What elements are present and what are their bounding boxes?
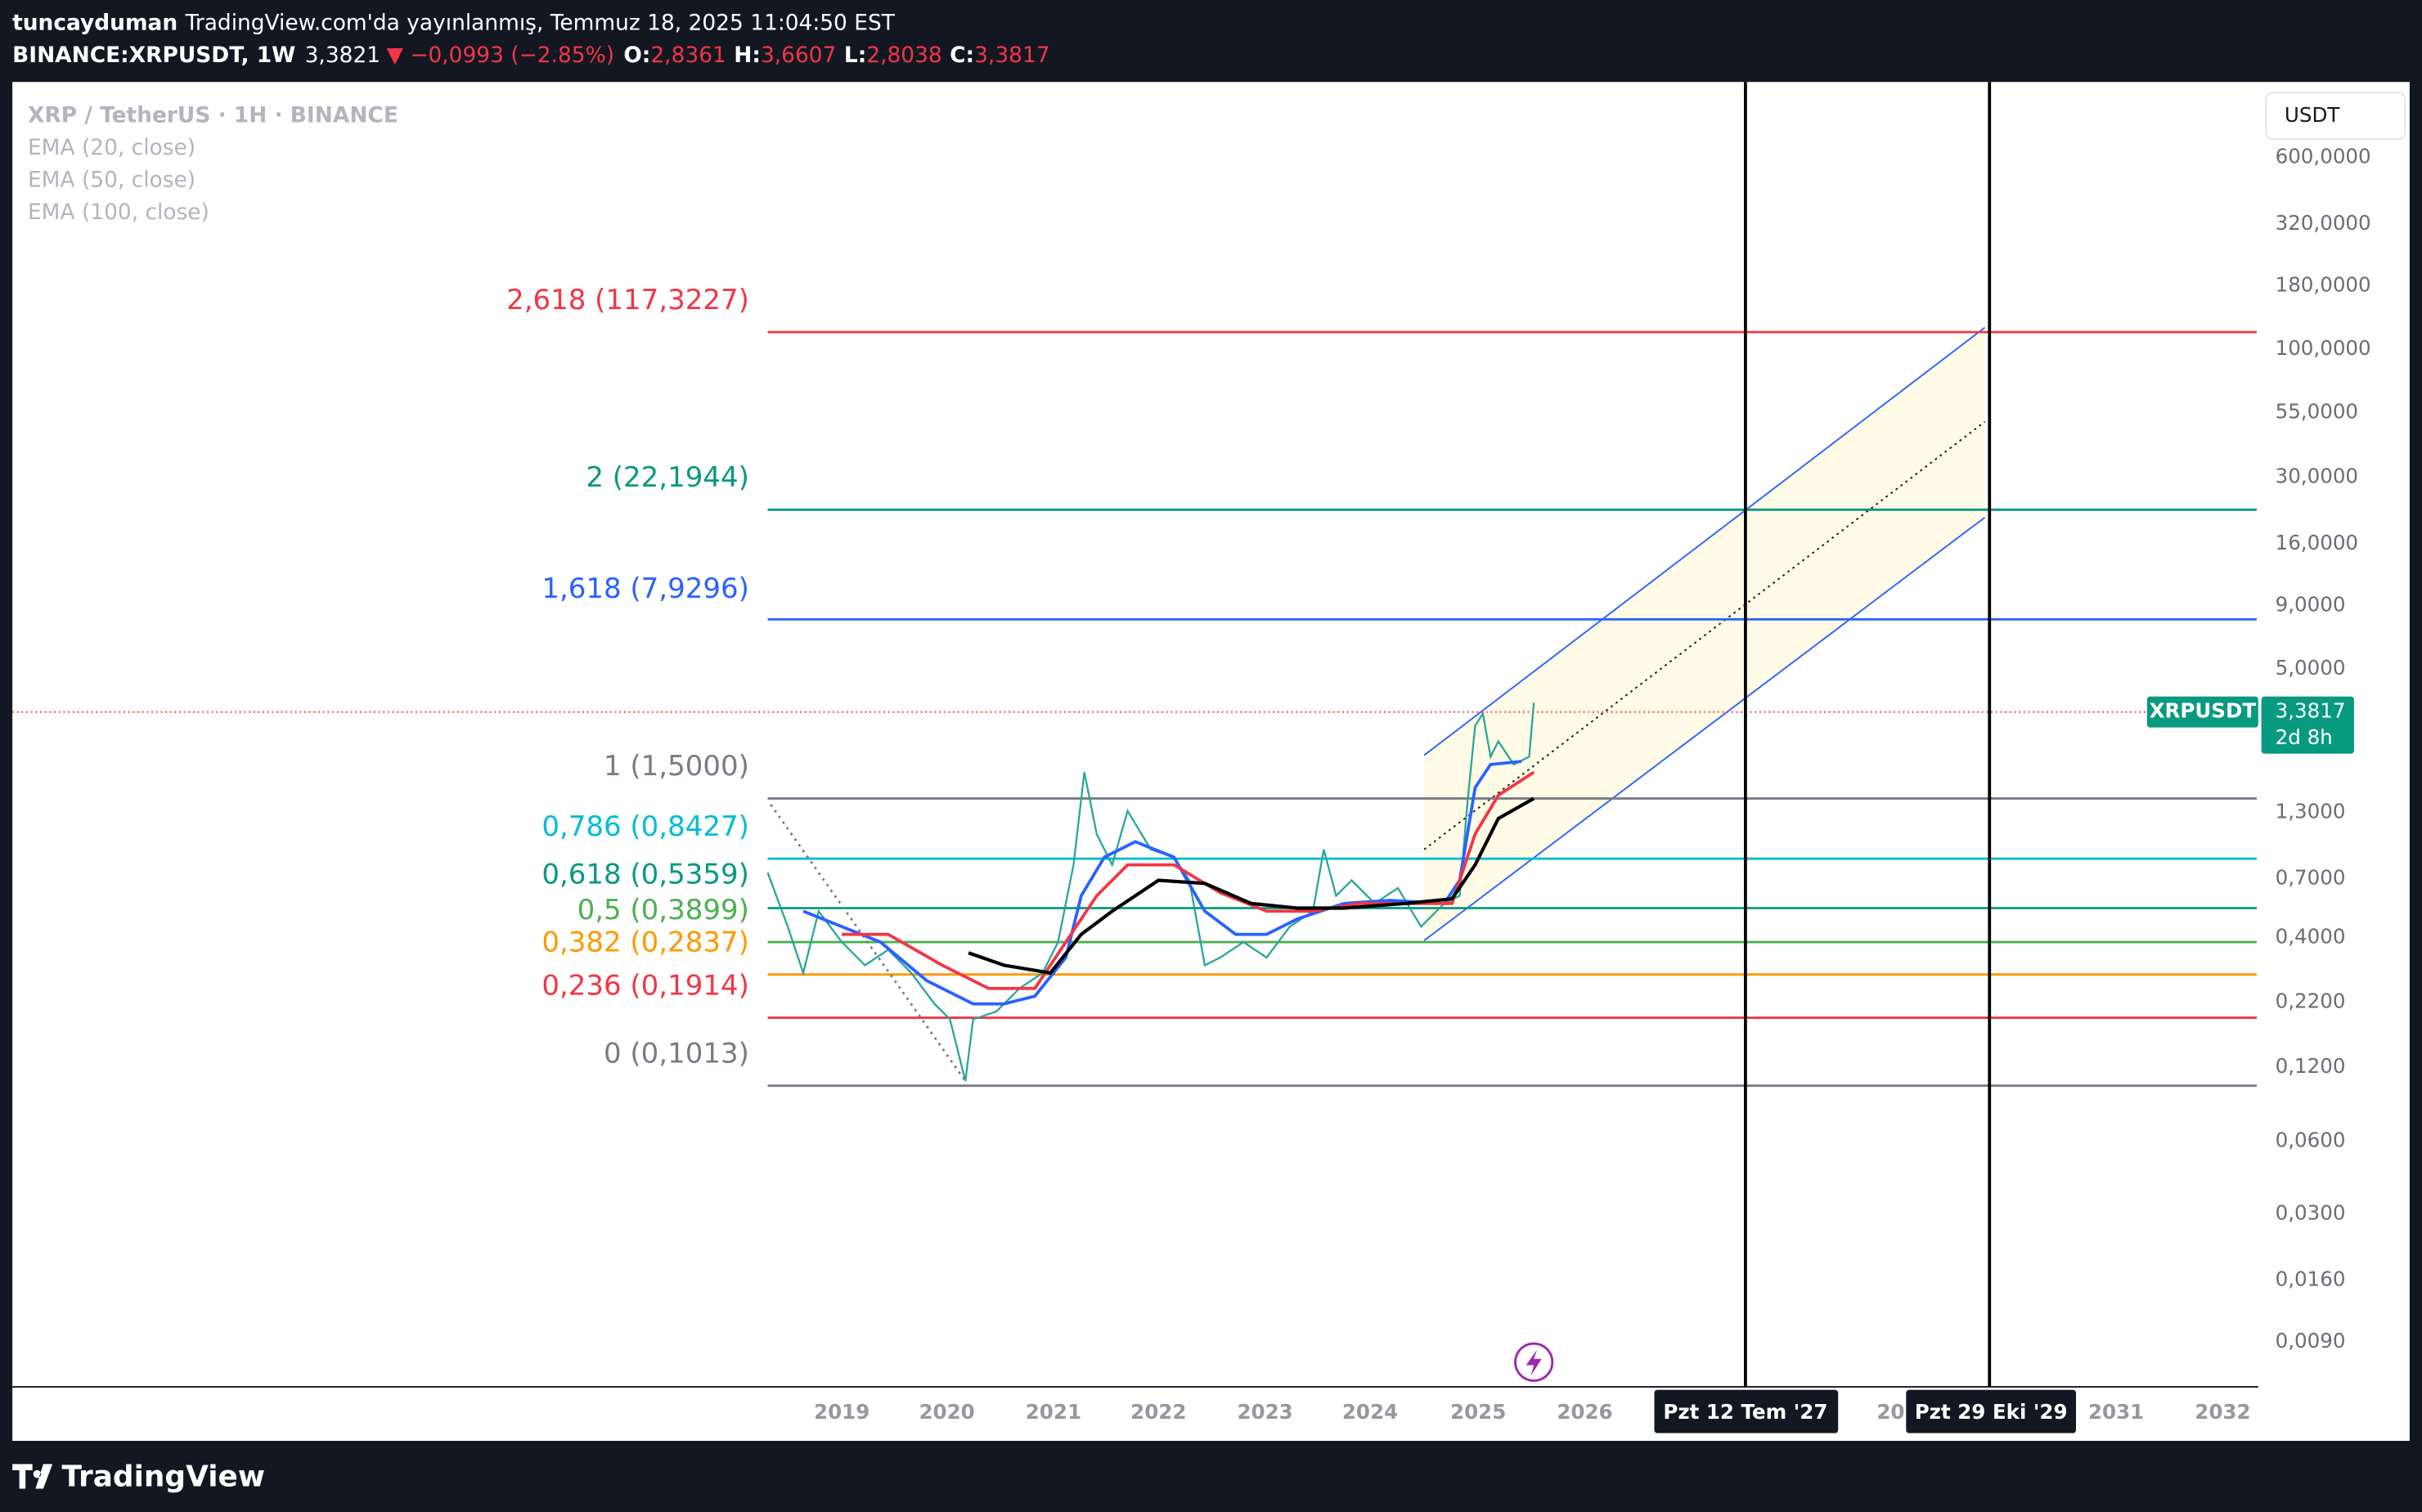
price-tick-label: 600,0000 <box>2276 145 2371 168</box>
brand: TradingView <box>62 1460 265 1493</box>
symbol-badge <box>2146 696 2258 728</box>
price-axis: 600,0000 320,0000 180,0000 100,0000 55,0000 3… <box>2276 145 2371 1353</box>
fib-label: 1,618 (7,9296) <box>541 572 749 605</box>
price-tick-label: 100,0000 <box>2276 336 2371 360</box>
time-tick-label: 2024 <box>1342 1400 1398 1424</box>
time-tick-label: 2032 <box>2195 1400 2250 1424</box>
fib-label: 0,236 (0,1914) <box>541 969 749 1002</box>
channel-fill <box>1424 327 1985 941</box>
channel-mid <box>1423 420 1986 850</box>
ema-20 <box>802 760 1522 1006</box>
ohlc-value: 3,6607 <box>761 43 836 68</box>
time-tick-label: 2021 <box>1026 1400 1081 1424</box>
price-tick-label: 0,0160 <box>2276 1267 2346 1291</box>
change: ▼ −0,0993 (−2.85%) <box>387 43 614 68</box>
time-marker-box <box>1654 1389 1839 1433</box>
time-tick-label: 2025 <box>1450 1400 1506 1424</box>
time-tick-label: 2031 <box>2088 1400 2144 1424</box>
time-marker-box <box>1906 1389 2076 1433</box>
price-tick-label: 0,0300 <box>2276 1200 2346 1224</box>
price-badge-text: 3,3817 <box>2276 699 2346 723</box>
currency: USDT <box>2285 103 2340 127</box>
ohlc-value: 2,8038 <box>866 43 941 68</box>
ohlc-label: H: <box>734 43 761 68</box>
legend-item: EMA (50, close) <box>28 168 195 193</box>
published: TradingView.com'da yayınlanmış, Temmuz 1… <box>185 10 896 35</box>
price-badge <box>2261 696 2354 754</box>
price-tick-label: 16,0000 <box>2276 531 2358 554</box>
time-marker: Pzt 29 Eki '29 <box>1915 1400 2068 1424</box>
channel-lower <box>1423 516 1986 941</box>
chart-area <box>12 82 2410 1442</box>
time-axis: 2019 2020 2021 2022 2023 2024 2025 2026 20 2031 20… <box>814 1400 2251 1424</box>
brand-logo <box>12 1464 53 1489</box>
price-tick-label: 0,7000 <box>2276 866 2346 890</box>
time-marker: Pzt 12 Tem '27 <box>1663 1400 1827 1424</box>
event-bolt <box>1526 1349 1542 1376</box>
price-tick-label: 0,0600 <box>2276 1128 2346 1152</box>
price-tick-label: 9,0000 <box>2276 592 2346 616</box>
fib-label: 2 (22,1944) <box>586 461 748 494</box>
time-tick-label: 2020 <box>919 1400 974 1424</box>
fib-lines <box>767 330 2257 1088</box>
fib-labels: 2,618 (117,3227) 2 (22,1944) 1,618 (7,92… <box>506 284 749 1070</box>
author: tuncayduman <box>12 10 177 35</box>
symbol-badge-text: XRPUSDT <box>2150 699 2257 723</box>
price-tick-label: 55,0000 <box>2276 399 2358 423</box>
time-tick-label: 2019 <box>814 1400 869 1424</box>
ohlc-value: 3,3817 <box>974 43 1049 68</box>
time-tick-label: 2022 <box>1130 1400 1186 1424</box>
price-tick-label: 1,3000 <box>2276 799 2346 823</box>
currency-button[interactable] <box>2265 92 2406 141</box>
symbol: BINANCE:XRPUSDT, 1W <box>12 43 295 68</box>
time-tick-label: 2026 <box>1557 1400 1612 1424</box>
fib-label: 1 (1,5000) <box>604 750 749 783</box>
price-tick-label: 180,0000 <box>2276 272 2371 296</box>
price-tick-label: 0,4000 <box>2276 924 2346 948</box>
ema-100 <box>968 796 1535 976</box>
event-icon[interactable] <box>1514 1342 1554 1382</box>
ohlc-label: O: <box>623 43 650 68</box>
legend-item: EMA (100, close) <box>28 200 209 225</box>
fib-label: 0,382 (0,2837) <box>541 926 749 958</box>
channel-upper <box>1423 326 1986 756</box>
price-tick-label: 30,0000 <box>2276 464 2358 488</box>
trend-line <box>770 804 967 1082</box>
price-tick-label: 0,0090 <box>2276 1329 2346 1353</box>
fib-label: 0,5 (0,3899) <box>577 894 749 926</box>
time-tick-label: 2023 <box>1237 1400 1292 1424</box>
ohlc-label: C: <box>950 43 974 68</box>
ohlc: O:2,8361 H:3,6607 L:2,8038 C:3,3817 <box>623 43 1049 68</box>
price-tick-label: 0,1200 <box>2276 1054 2346 1078</box>
legend-title: XRP / TetherUS · 1H · BINANCE <box>28 102 398 128</box>
fib-label: 0 (0,1013) <box>604 1037 749 1070</box>
legend-item: EMA (20, close) <box>28 135 195 160</box>
ohlc-label: L: <box>844 43 866 68</box>
price: 3,3821 <box>305 43 380 68</box>
fib-label: 0,786 (0,8427) <box>541 810 749 843</box>
fib-label: 2,618 (117,3227) <box>506 284 749 316</box>
fib-label: 0,618 (0,5359) <box>541 858 749 891</box>
price-tick-label: 320,0000 <box>2276 211 2371 235</box>
price-tick-label: 5,0000 <box>2276 656 2346 680</box>
price-tick-label: 0,2200 <box>2276 989 2346 1013</box>
ohlc-value: 2,8361 <box>650 43 726 68</box>
countdown: 2d 8h <box>2276 725 2333 749</box>
symbol-line: BINANCE:XRPUSDT, 1W 3,3821 ▼ −0,0993 (−2.8… <box>12 43 1049 68</box>
time-tick-label: 20 <box>1876 1400 1904 1424</box>
header-line: tuncayduman TradingView.com'da yayınlanmı… <box>12 10 896 35</box>
